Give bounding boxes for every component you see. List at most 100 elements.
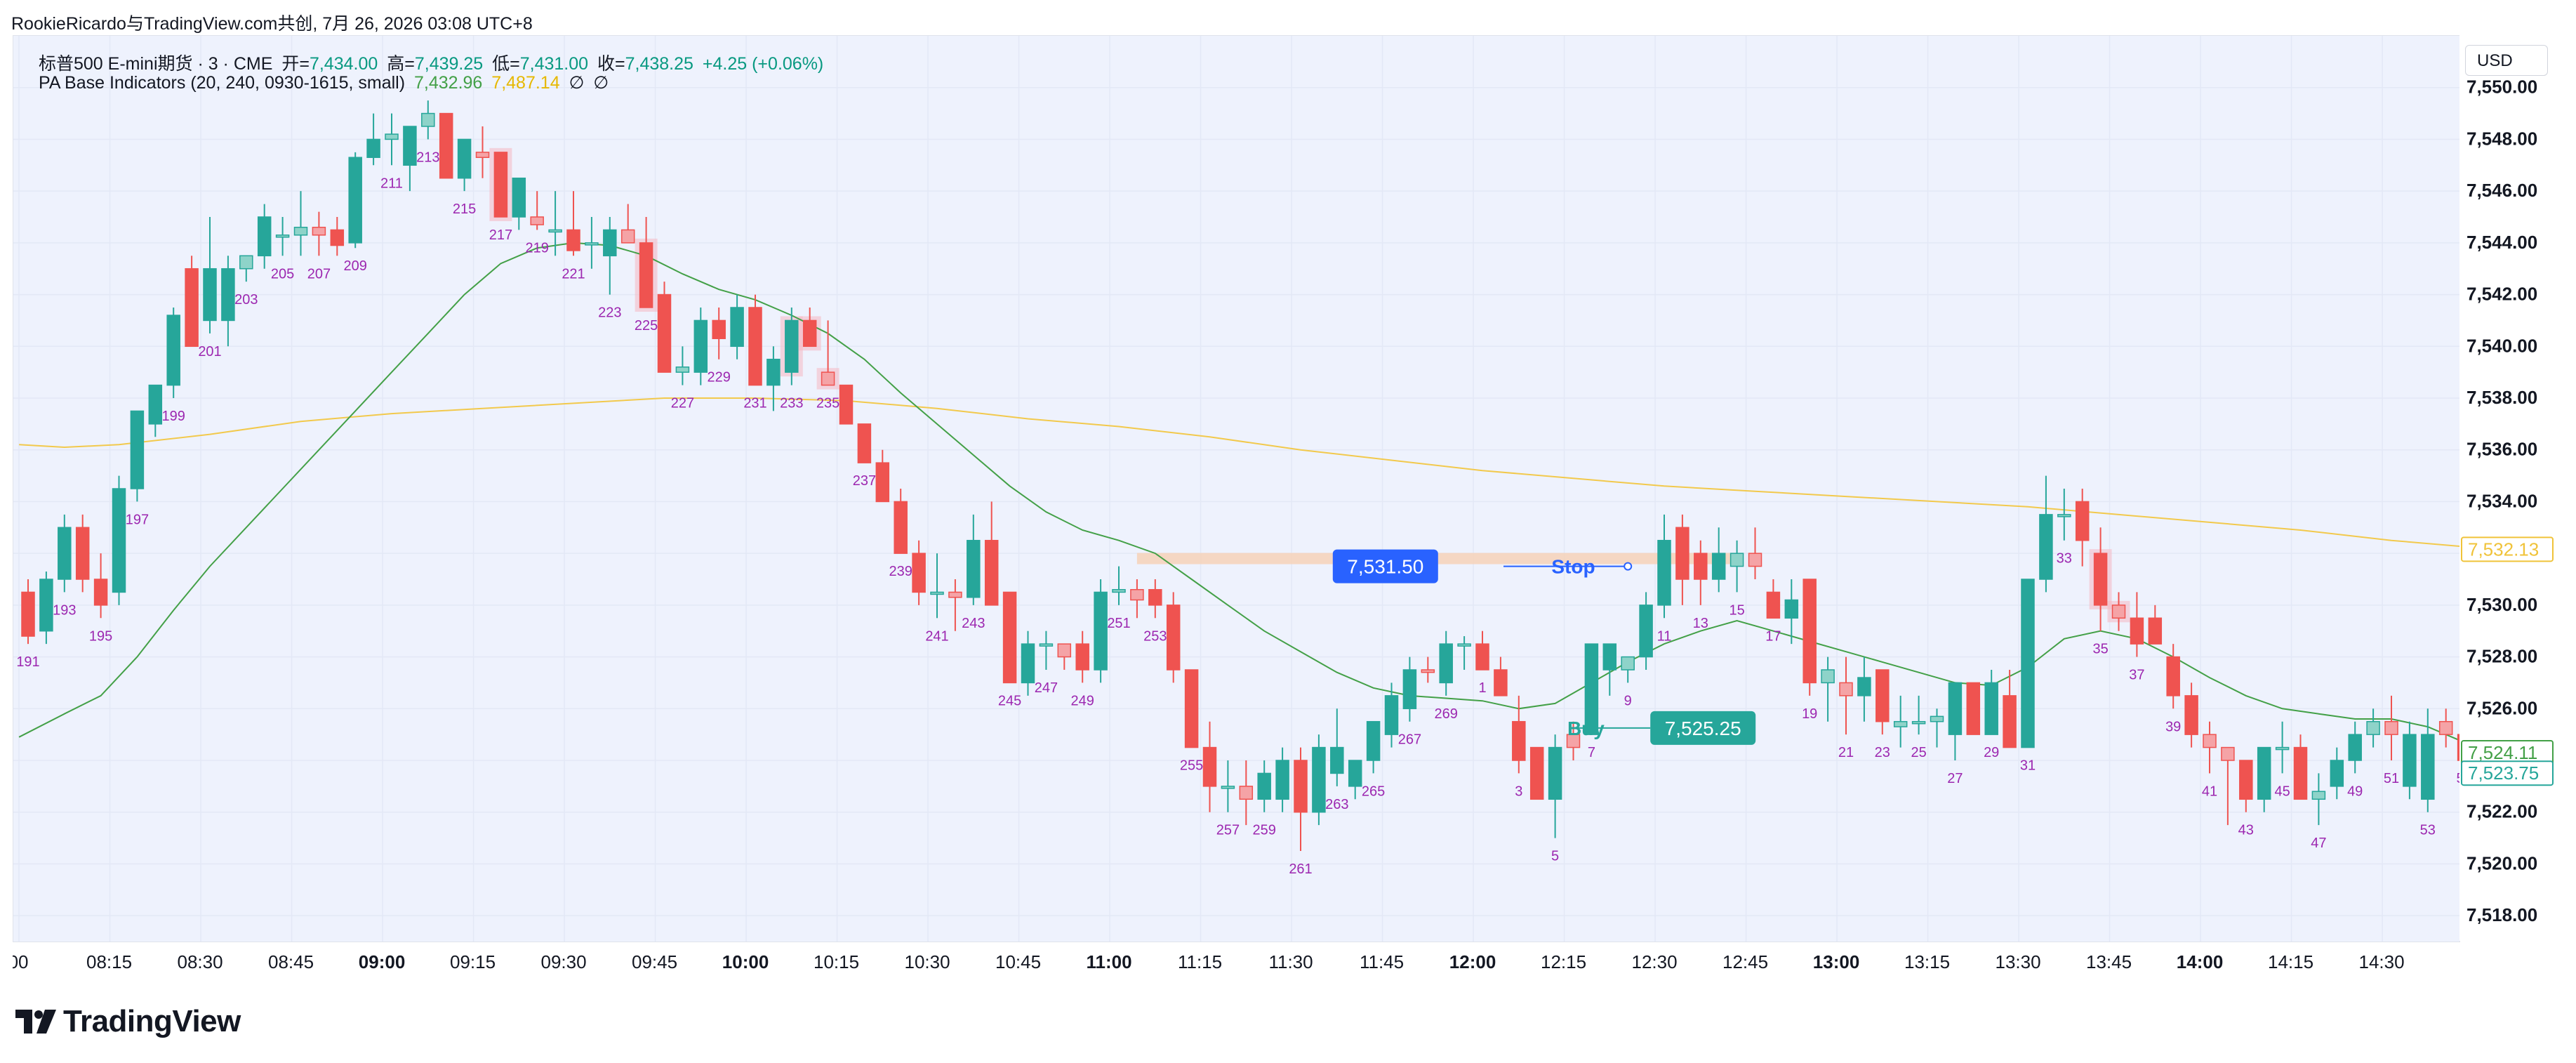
candle-body (2184, 695, 2198, 735)
candle (2221, 746, 2235, 826)
candle-body (1457, 643, 1471, 647)
indicator-name[interactable]: PA Base Indicators (20, 240, 0930-1615, … (39, 73, 406, 93)
bar-count-label: 241 (925, 628, 948, 644)
candle-body (2239, 760, 2253, 800)
candle (730, 294, 744, 359)
candle-body (2166, 656, 2180, 696)
candle-body (21, 591, 35, 637)
candle (1021, 630, 1035, 696)
candle (2039, 475, 2053, 593)
candle-body (257, 216, 272, 257)
symbol-legend[interactable]: 标普500 E-mini期货 · 3 · CME 开=7,434.00 高=7,… (39, 50, 828, 75)
candle (39, 571, 53, 645)
bar-count-label: 197 (126, 512, 149, 527)
candle (1294, 747, 1308, 851)
candle (585, 217, 599, 269)
bar-count-label: 247 (1035, 680, 1058, 696)
candle (2166, 644, 2180, 709)
time-tick-label: 12:00 (1449, 951, 1496, 972)
tradingview-logo-icon (15, 1010, 56, 1034)
candle-body (1402, 669, 1417, 710)
candle (930, 553, 944, 619)
candle-body (1348, 760, 1362, 787)
candle (1529, 746, 1544, 800)
candle-body (657, 293, 672, 373)
symbol-name[interactable]: 标普500 E-mini期货 · 3 · CME (39, 54, 273, 74)
candle (2457, 734, 2459, 761)
price-tick-label: 7,534.00 (2467, 490, 2537, 511)
candle (1312, 734, 1326, 826)
bar-count-label: 205 (271, 266, 294, 282)
candle (657, 282, 672, 373)
candle-body (1911, 720, 1926, 725)
candle-body (948, 591, 962, 598)
candle (2257, 746, 2271, 812)
candle-body (639, 242, 653, 308)
tradingview-brand[interactable]: TradingView (15, 1004, 241, 1039)
candle-body (1439, 643, 1453, 684)
candle-body (1512, 720, 1526, 761)
candle (1221, 760, 1235, 812)
candle-body (1294, 760, 1308, 813)
candle-body (2457, 734, 2459, 761)
candle-body (2075, 501, 2090, 541)
time-axis[interactable]: 00 08:15 08:30 08:45 09:00 09:15 09:30 09:45 10:… (8, 942, 2485, 981)
brand-name: TradingView (63, 1004, 241, 1038)
bar-count-label: 263 (1325, 797, 1348, 812)
time-tick-label: 10:00 (722, 951, 769, 972)
candle-body (475, 152, 490, 158)
ema-slow-line (19, 397, 2459, 548)
candle-body (2311, 791, 2326, 800)
price-tick-label: 7,542.00 (2467, 284, 2537, 305)
bar-count-label: 9 (1624, 693, 1632, 708)
candle-body (312, 226, 326, 236)
ema-fast-value: 7,432.96 (414, 73, 483, 93)
candle (766, 346, 781, 411)
currency-button[interactable]: USD (2465, 45, 2548, 76)
stop-label: Stop (1551, 556, 1595, 578)
price-tick-label: 7,518.00 (2467, 904, 2537, 925)
candle (385, 113, 399, 166)
candle (1475, 630, 1489, 671)
chart-area[interactable]: 191 193 195 197 199 201 203 205 207 209 211 213 215 2… (13, 35, 2460, 942)
price-axis[interactable]: 7,518.007,520.007,522.007,524.007,526.00… (2459, 35, 2576, 941)
candle (1984, 670, 1998, 735)
candle (1821, 656, 1835, 722)
candle-body (1548, 746, 1562, 800)
bar-count-label: 21 (1838, 745, 1854, 760)
bar-count-label: 219 (526, 240, 549, 256)
chart-credit: RookieRicardo与TradingView.com共创, 7月 26, … (11, 14, 533, 34)
candle-body (457, 138, 472, 179)
candle-body (148, 384, 163, 425)
open-value: 7,434.00 (309, 54, 378, 74)
bar-count-label: 213 (416, 150, 439, 165)
candle-body (1566, 734, 1581, 748)
candle-body (821, 371, 835, 386)
candle-body (130, 410, 145, 489)
time-tick-label: 11:15 (1178, 951, 1222, 972)
candle (1002, 591, 1017, 684)
candle (2403, 721, 2417, 800)
candle-body (1639, 605, 1653, 658)
candle (1366, 720, 1381, 774)
bar-count-label: 37 (2129, 668, 2144, 683)
candle (530, 191, 544, 230)
candle-body (1729, 553, 1744, 567)
candle (1930, 708, 1944, 748)
bar-count-label: 39 (2165, 719, 2181, 734)
candle (1602, 643, 1617, 696)
indicator-legend[interactable]: PA Base Indicators (20, 240, 0930-1615, … (39, 72, 613, 93)
price-tick-label: 7,550.00 (2467, 77, 2537, 98)
candle (1766, 579, 1781, 619)
candle (2366, 708, 2380, 748)
candle (1948, 682, 1963, 760)
time-tick-label: 10:15 (814, 951, 859, 972)
candle-body (1875, 669, 1890, 722)
price-tick-label: 7,544.00 (2467, 232, 2537, 253)
price-axis-labels: 7,518.007,520.007,522.007,524.007,526.00… (2461, 77, 2554, 925)
candle (2311, 773, 2326, 826)
bar-count-label: 225 (635, 318, 658, 334)
time-tick-label: 11:45 (1360, 951, 1404, 972)
candle (802, 308, 817, 348)
